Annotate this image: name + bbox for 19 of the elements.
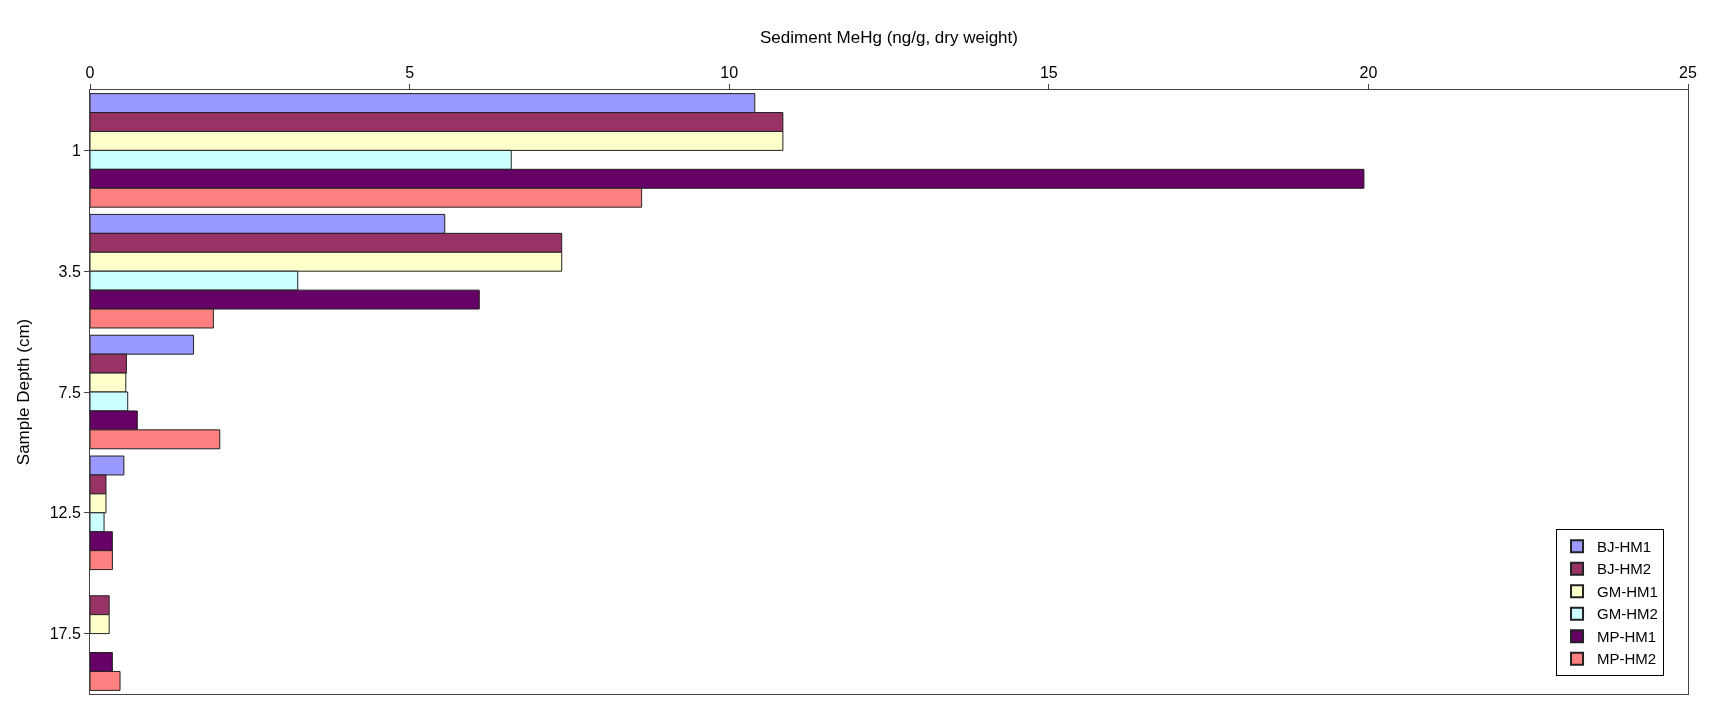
legend-label: BJ-HM2	[1597, 560, 1652, 578]
x-tick-label: 0	[85, 63, 95, 81]
legend-label: MP-HM2	[1597, 650, 1657, 668]
x-tick-label: 20	[1359, 63, 1378, 81]
x-axis-title: Sediment MeHg (ng/g, dry weight)	[760, 28, 1018, 48]
x-tick-label: 15	[1039, 63, 1058, 81]
y-tick-label: 17.5	[49, 625, 81, 643]
legend-label: BJ-HM1	[1597, 537, 1652, 555]
legend-label: GM-HM2	[1597, 605, 1658, 623]
y-tick-label: 3.5	[58, 262, 81, 280]
y-tick-label: 7.5	[58, 383, 81, 401]
legend-label: GM-HM1	[1597, 582, 1658, 600]
y-axis-title: Sample Depth (cm)	[14, 318, 34, 466]
y-tick-label: 12.5	[49, 504, 81, 522]
x-tick-label: 25	[1679, 63, 1697, 81]
legend-label: MP-HM1	[1597, 627, 1657, 645]
x-tick-label: 5	[405, 63, 415, 81]
x-tick-label: 10	[720, 63, 739, 81]
y-tick-label: 1	[71, 142, 81, 159]
